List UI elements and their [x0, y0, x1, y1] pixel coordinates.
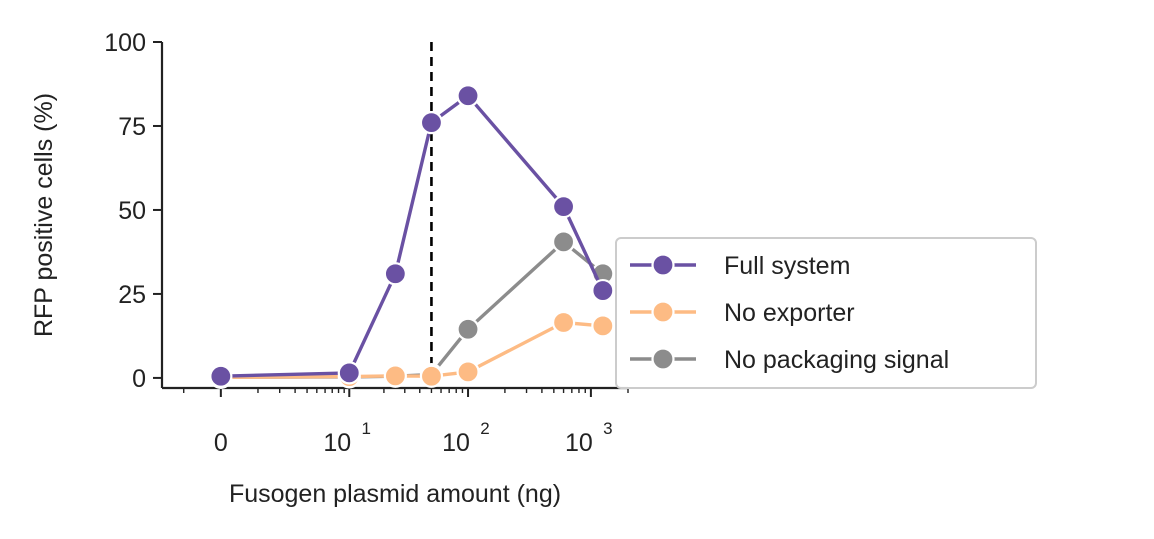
- series-full-system: [209, 84, 615, 388]
- data-point: [551, 195, 576, 219]
- legend-marker: [651, 253, 675, 277]
- data-point: [337, 361, 361, 385]
- data-point: [456, 360, 480, 384]
- x-tick-label: 0: [214, 429, 228, 457]
- y-tick-label: 100: [104, 29, 146, 57]
- data-point: [591, 314, 615, 338]
- x-tick-exponent: 1: [362, 419, 371, 438]
- data-point: [591, 278, 615, 303]
- legend: Full system No exporter No packaging signa…: [615, 237, 1037, 389]
- series-line: [220, 93, 605, 378]
- x-tick-label: 10: [565, 429, 593, 457]
- x-tick-label: 10: [442, 429, 470, 457]
- data-point: [383, 364, 407, 388]
- x-axis-title: Fusogen plasmid amount (ng): [229, 480, 561, 508]
- data-point: [419, 364, 444, 388]
- legend-label: Full system: [724, 252, 850, 280]
- y-tick-label: 0: [132, 365, 146, 393]
- series-line: [220, 240, 604, 379]
- data-point: [209, 364, 233, 388]
- y-axis-title: RFP positive cells (%): [30, 93, 58, 337]
- legend-label: No packaging signal: [724, 346, 949, 374]
- data-point: [551, 230, 576, 254]
- data-point: [419, 111, 444, 135]
- y-tick-label: 50: [118, 197, 146, 225]
- series-group: [209, 84, 615, 389]
- data-point: [383, 262, 407, 286]
- series-no-packaging-signal: [209, 230, 615, 389]
- data-point: [456, 84, 480, 108]
- data-point: [551, 310, 576, 335]
- x-tick-exponent: 2: [480, 419, 489, 438]
- legend-frame: [615, 237, 1037, 389]
- legend-label: No exporter: [724, 299, 855, 327]
- y-tick-label: 25: [118, 281, 146, 309]
- axes: 0 25 50 75 100 0 10 1 10 2 10 3 Fusogen plasmid amou…: [30, 29, 629, 508]
- data-point: [456, 317, 480, 341]
- legend-marker: [651, 347, 675, 371]
- legend-marker: [651, 300, 675, 324]
- y-tick-label: 75: [118, 113, 146, 141]
- series-line: [220, 320, 603, 379]
- x-tick-exponent: 3: [603, 419, 612, 438]
- x-tick-label: 10: [323, 429, 351, 457]
